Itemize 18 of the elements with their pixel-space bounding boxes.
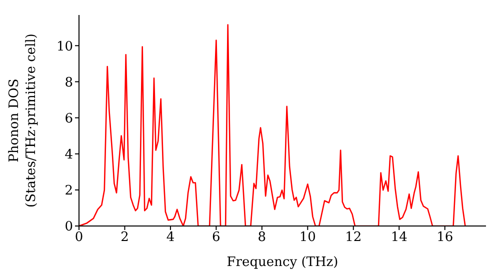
y-tick-label: 10 (56, 39, 73, 54)
x-tick-label: 8 (258, 230, 266, 246)
x-axis-title: Frequency (THz) (226, 255, 338, 270)
y-axis-title: Phonon DOS (States/THz·primitive cell) (7, 33, 39, 208)
y-tick-label: 2 (64, 184, 73, 199)
x-tick-label: 14 (390, 230, 408, 246)
x-tick-label: 2 (120, 230, 129, 246)
line-series (79, 24, 466, 226)
y-tick-label: 4 (64, 147, 73, 162)
y-tick-label: 8 (64, 75, 73, 90)
x-tick-label: 4 (166, 230, 175, 246)
x-tick-label: 10 (299, 230, 316, 246)
x-tick-label: 0 (74, 230, 84, 246)
y-tick-label: 0 (64, 220, 73, 235)
x-tick-label: 16 (436, 230, 454, 246)
y-tick-label: 6 (64, 111, 73, 126)
x-tick-label: 6 (212, 230, 220, 246)
x-tick-label: 12 (345, 230, 362, 246)
